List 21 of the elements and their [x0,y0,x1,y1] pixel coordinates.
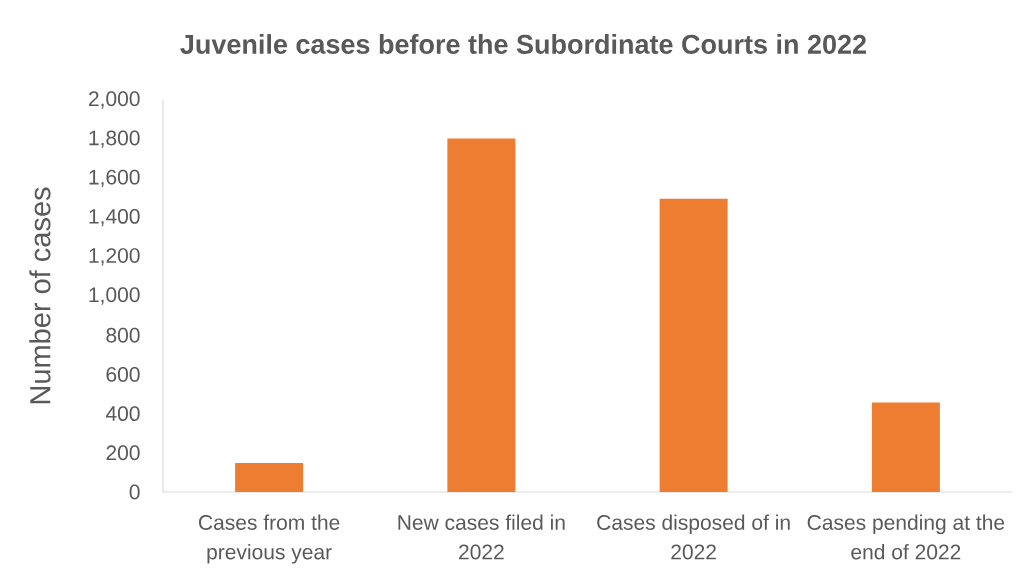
y-tick-label: 200 [106,445,140,461]
x-tick-label: Cases disposed of in 2022 [597,514,790,560]
x-tick-label: New cases filed in 2022 [398,514,565,560]
bar [659,198,728,492]
y-axis-title: Number of cases [29,187,51,404]
y-tick-label: 1,600 [89,169,140,188]
chart-title: Juvenile cases before the Subordinate Courts in 2022 [180,34,866,54]
bar [235,462,304,492]
y-tick-label: 400 [105,406,140,422]
y-tick-label: 0 [129,484,140,500]
bar [871,402,940,492]
x-tick-label: Cases from the previous year [198,514,340,564]
y-tick-label: 1,800 [89,130,140,148]
y-tick-label: 800 [106,327,140,343]
y-tick-label: 1,400 [89,208,140,227]
y-tick-label: 600 [106,366,140,382]
y-tick-label: 1,200 [89,248,140,266]
x-tick-label: Cases pending at the end of 2022 [807,514,1005,560]
y-tick-label: 2,000 [88,91,140,109]
y-tick-label: 1,000 [89,287,140,305]
bar [447,138,516,492]
